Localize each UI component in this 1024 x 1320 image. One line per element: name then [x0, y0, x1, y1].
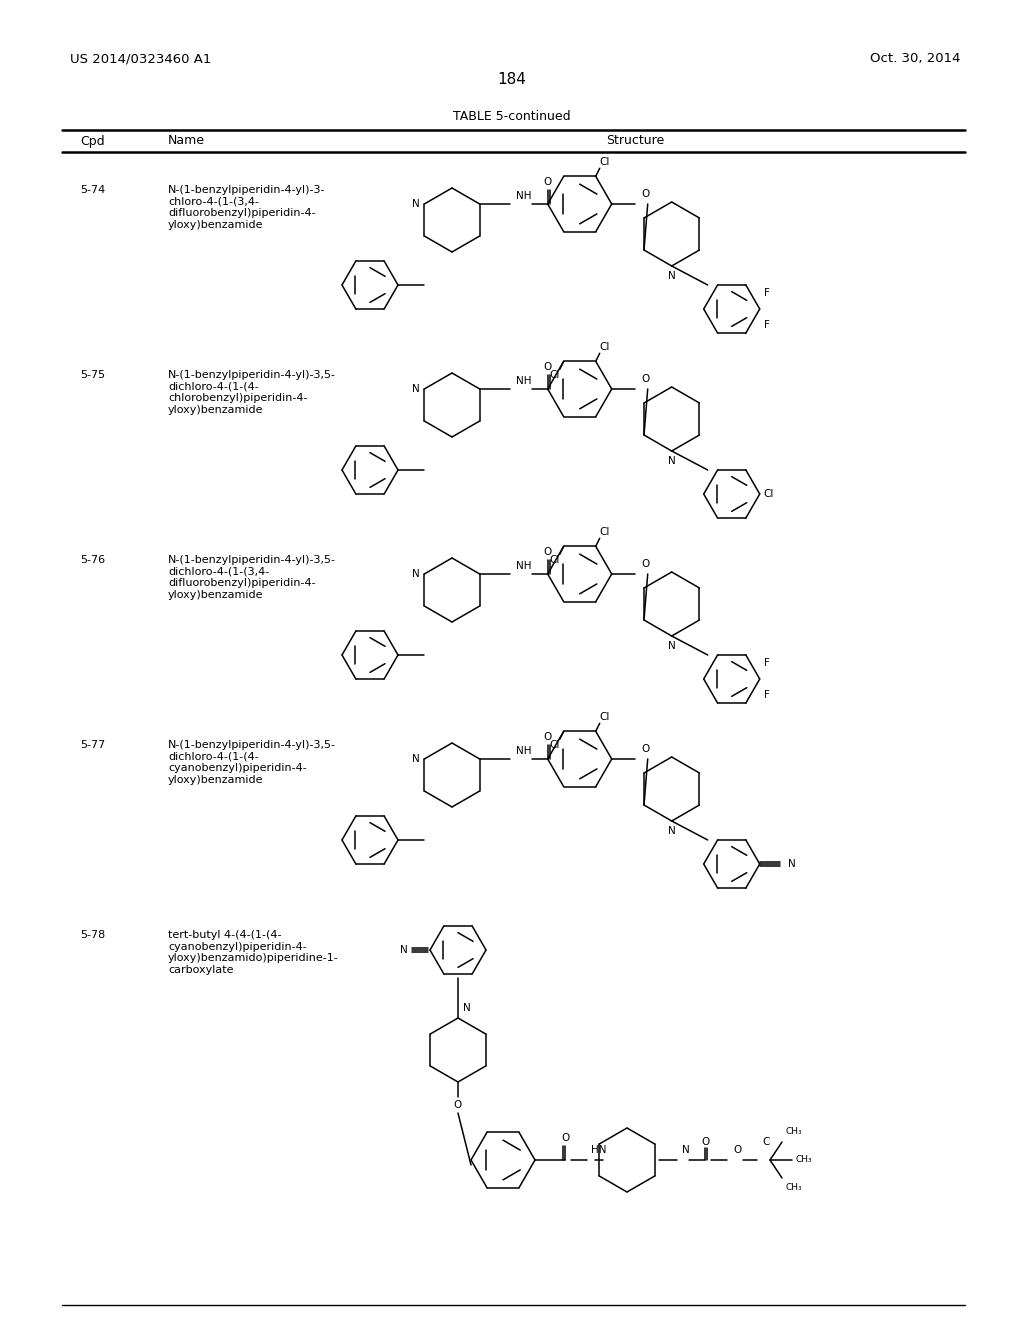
- Text: N: N: [463, 1003, 471, 1012]
- Text: O: O: [700, 1137, 710, 1147]
- Text: F: F: [764, 690, 770, 700]
- Text: NH: NH: [516, 746, 531, 756]
- Text: Structure: Structure: [606, 135, 665, 148]
- Text: O: O: [733, 1144, 741, 1155]
- Text: O: O: [544, 177, 552, 187]
- Text: Cpd: Cpd: [80, 135, 104, 148]
- Text: 5-75: 5-75: [80, 370, 105, 380]
- Text: tert-butyl 4-(4-(1-(4-
cyanobenzyl)piperidin-4-
yloxy)benzamido)piperidine-1-
ca: tert-butyl 4-(4-(1-(4- cyanobenzyl)piper…: [168, 931, 339, 974]
- Text: NH: NH: [516, 561, 531, 572]
- Text: TABLE 5-continued: TABLE 5-continued: [454, 110, 570, 123]
- Text: 184: 184: [498, 73, 526, 87]
- Text: Cl: Cl: [549, 556, 560, 565]
- Text: HN: HN: [591, 1144, 606, 1155]
- Text: N: N: [412, 754, 419, 764]
- Text: 5-76: 5-76: [80, 554, 105, 565]
- Text: CH₃: CH₃: [795, 1155, 812, 1164]
- Text: Cl: Cl: [764, 488, 774, 499]
- Text: N: N: [787, 859, 796, 869]
- Text: N: N: [412, 569, 419, 579]
- Text: F: F: [764, 288, 770, 298]
- Text: Cl: Cl: [549, 741, 560, 750]
- Text: N: N: [668, 642, 676, 651]
- Text: N-(1-benzylpiperidin-4-yl)-3-
chloro-4-(1-(3,4-
difluorobenzyl)piperidin-4-
ylox: N-(1-benzylpiperidin-4-yl)-3- chloro-4-(…: [168, 185, 326, 230]
- Text: Cl: Cl: [549, 371, 560, 380]
- Text: O: O: [642, 744, 650, 754]
- Text: Name: Name: [168, 135, 205, 148]
- Text: 5-78: 5-78: [80, 931, 105, 940]
- Text: 5-77: 5-77: [80, 741, 105, 750]
- Text: Cl: Cl: [600, 342, 610, 352]
- Text: N: N: [412, 384, 419, 393]
- Text: N: N: [682, 1144, 690, 1155]
- Text: O: O: [642, 189, 650, 199]
- Text: N-(1-benzylpiperidin-4-yl)-3,5-
dichloro-4-(1-(4-
chlorobenzyl)piperidin-4-
ylox: N-(1-benzylpiperidin-4-yl)-3,5- dichloro…: [168, 370, 336, 414]
- Text: C: C: [762, 1137, 769, 1147]
- Text: O: O: [642, 558, 650, 569]
- Text: N: N: [412, 199, 419, 209]
- Text: US 2014/0323460 A1: US 2014/0323460 A1: [70, 51, 211, 65]
- Text: CH₃: CH₃: [785, 1184, 802, 1192]
- Text: N: N: [668, 455, 676, 466]
- Text: Cl: Cl: [600, 713, 610, 722]
- Text: N-(1-benzylpiperidin-4-yl)-3,5-
dichloro-4-(1-(4-
cyanobenzyl)piperidin-4-
yloxy: N-(1-benzylpiperidin-4-yl)-3,5- dichloro…: [168, 741, 336, 785]
- Text: O: O: [561, 1133, 569, 1143]
- Text: Oct. 30, 2014: Oct. 30, 2014: [869, 51, 961, 65]
- Text: O: O: [642, 374, 650, 384]
- Text: F: F: [764, 319, 770, 330]
- Text: N: N: [668, 271, 676, 281]
- Text: N-(1-benzylpiperidin-4-yl)-3,5-
dichloro-4-(1-(3,4-
difluorobenzyl)piperidin-4-
: N-(1-benzylpiperidin-4-yl)-3,5- dichloro…: [168, 554, 336, 599]
- Text: O: O: [544, 733, 552, 742]
- Text: NH: NH: [516, 376, 531, 385]
- Text: 5-74: 5-74: [80, 185, 105, 195]
- Text: Cl: Cl: [600, 157, 610, 168]
- Text: CH₃: CH₃: [785, 1127, 802, 1137]
- Text: N: N: [400, 945, 408, 954]
- Text: NH: NH: [516, 191, 531, 201]
- Text: F: F: [764, 657, 770, 668]
- Text: O: O: [544, 546, 552, 557]
- Text: O: O: [454, 1100, 462, 1110]
- Text: Cl: Cl: [600, 527, 610, 537]
- Text: O: O: [544, 362, 552, 372]
- Text: N: N: [668, 826, 676, 836]
